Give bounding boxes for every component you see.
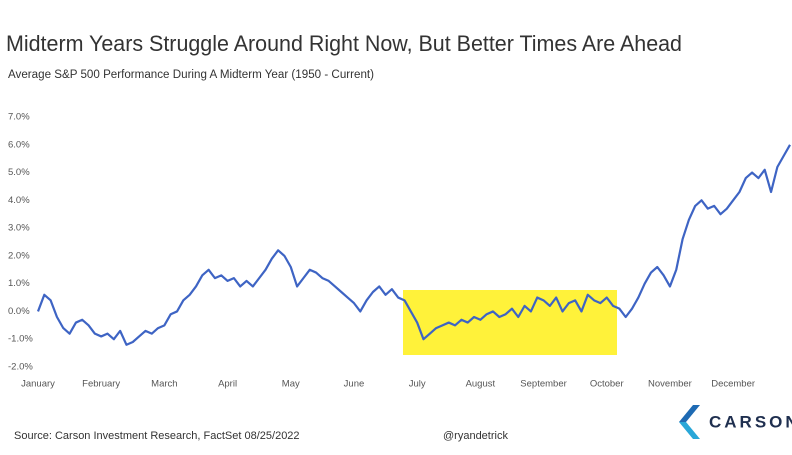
y-tick-label: 3.0% bbox=[8, 223, 30, 234]
y-tick-label: -1.0% bbox=[8, 334, 33, 345]
y-tick-label: 6.0% bbox=[8, 139, 30, 150]
y-tick-label: 0.0% bbox=[8, 306, 30, 317]
y-tick-label: 2.0% bbox=[8, 250, 30, 261]
credit: @ryandetrick bbox=[443, 430, 508, 442]
x-tick-label: September bbox=[520, 379, 566, 390]
x-tick-label: December bbox=[711, 379, 755, 390]
x-tick-label: October bbox=[590, 379, 624, 390]
logo-text: CARSON bbox=[709, 412, 792, 431]
chart-title: Midterm Years Struggle Around Right Now,… bbox=[6, 31, 682, 56]
x-tick-label: February bbox=[82, 379, 120, 390]
x-tick-label: August bbox=[466, 379, 496, 390]
y-tick-label: 5.0% bbox=[8, 167, 30, 178]
logo: CARSON bbox=[679, 405, 792, 439]
x-tick-label: January bbox=[21, 379, 55, 390]
y-tick-label: 7.0% bbox=[8, 112, 30, 123]
y-tick-label: 1.0% bbox=[8, 278, 30, 289]
x-tick-label: June bbox=[344, 379, 365, 390]
x-tick-label: November bbox=[648, 379, 692, 390]
y-tick-label: -2.0% bbox=[8, 362, 33, 373]
x-tick-label: July bbox=[409, 379, 426, 390]
line bbox=[36, 144, 791, 346]
y-tick-label: 4.0% bbox=[8, 195, 30, 206]
highlight-box bbox=[403, 290, 617, 355]
source: Source: Carson Investment Research, Fact… bbox=[14, 430, 300, 442]
logo-mark bbox=[679, 422, 700, 439]
logo-mark bbox=[679, 405, 700, 422]
x-tick-label: April bbox=[218, 379, 237, 390]
x-tick-label: March bbox=[151, 379, 177, 390]
chart-subtitle: Average S&P 500 Performance During A Mid… bbox=[8, 69, 374, 81]
x-tick-label: May bbox=[282, 379, 300, 390]
